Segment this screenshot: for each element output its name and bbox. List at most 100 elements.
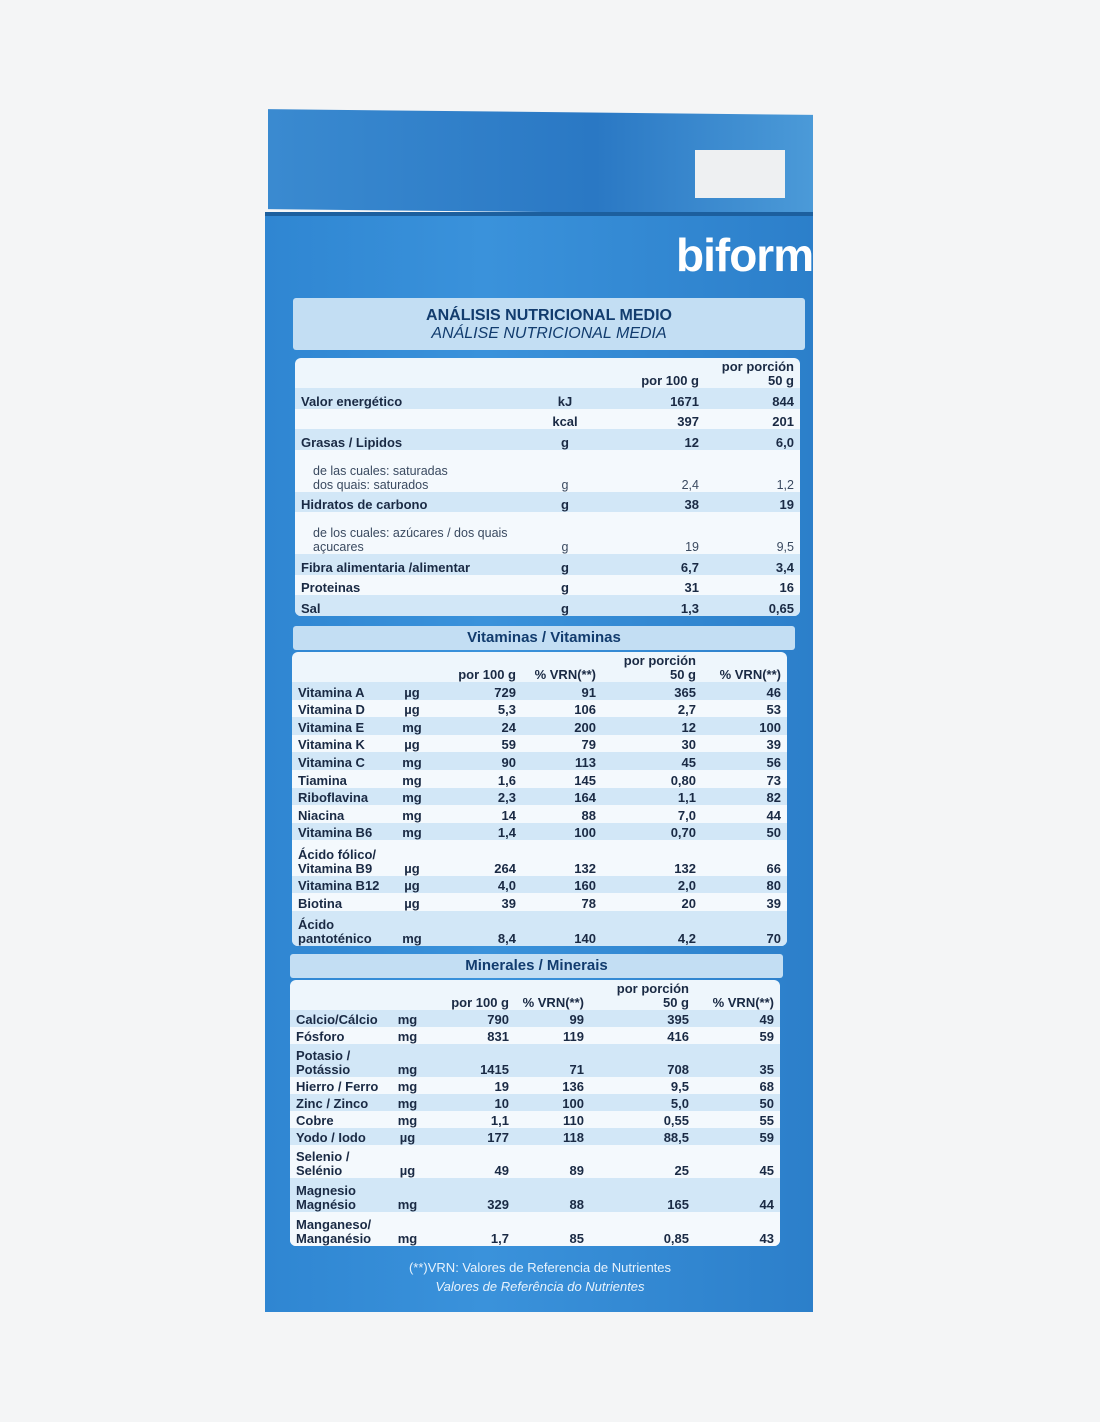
header-row: por 100 g % VRN(**) por porción 50 g % VRN(*… bbox=[290, 980, 780, 1010]
column-header-line: % VRN(**) bbox=[719, 667, 781, 682]
header-cell bbox=[290, 980, 390, 1010]
column-header: % VRN(**) bbox=[702, 652, 787, 682]
unit: mg bbox=[397, 1197, 418, 1213]
table-head: por 100 g % VRN(**) por porción 50 g % VRN(*… bbox=[292, 652, 787, 682]
row: Vitamina D µg 5,3 106 2,7 53 bbox=[292, 699, 787, 718]
table-body: Calcio/Cálcio mg 790 99 395 49 Fósforo mg 831 119… bbox=[290, 1010, 780, 1246]
row: Vitamina K µg 59 79 30 39 bbox=[292, 734, 787, 753]
row-name: Vitamina A bbox=[292, 682, 392, 700]
unit: kJ bbox=[557, 393, 573, 409]
row-name: Calcio/Cálcio bbox=[290, 1010, 390, 1027]
unit: µg bbox=[404, 684, 420, 700]
value: 2,7 bbox=[677, 702, 696, 718]
row: Vitamina B6 mg 1,4 100 0,70 50 bbox=[292, 822, 787, 841]
value: 145 bbox=[574, 772, 596, 788]
row-name-line: Vitamina A bbox=[298, 684, 365, 700]
row: Hierro / Ferro mg 19 136 9,5 68 bbox=[290, 1077, 780, 1095]
value: 9,5 bbox=[670, 1079, 689, 1095]
row: kcal 397 201 bbox=[295, 408, 800, 430]
row-name-line: Potasio / bbox=[296, 1048, 351, 1064]
value: 132 bbox=[574, 860, 596, 876]
value: 10 bbox=[494, 1096, 509, 1112]
value: 35 bbox=[759, 1062, 774, 1078]
row-name-line: pantoténico bbox=[298, 931, 372, 946]
unit: mg bbox=[402, 719, 422, 735]
value: 59 bbox=[759, 1129, 774, 1145]
row-name: de las cuales: saturadas dos quais: satur… bbox=[295, 450, 545, 492]
value: 264 bbox=[494, 860, 516, 876]
row-name-line: Biotina bbox=[298, 895, 343, 911]
value: 165 bbox=[667, 1197, 689, 1213]
value: 1,1 bbox=[490, 1112, 509, 1128]
value: 70 bbox=[766, 931, 781, 946]
unit: mg bbox=[402, 825, 422, 841]
column-header: por porción 50 g bbox=[705, 358, 800, 388]
value: 1,2 bbox=[776, 477, 794, 492]
row-name: Vitamina K bbox=[292, 735, 392, 753]
unit: g bbox=[561, 497, 569, 513]
value: 4,2 bbox=[677, 931, 696, 946]
value: 110 bbox=[563, 1112, 584, 1128]
row-name-line: dos quais: saturados bbox=[313, 477, 429, 492]
row-name-line: Hierro / Ferro bbox=[296, 1079, 379, 1095]
unit: mg bbox=[397, 1079, 418, 1095]
header-cell bbox=[390, 980, 425, 1010]
table-body: Valor energético kJ 1671 844 kcal 397 201 Grasa… bbox=[295, 388, 800, 616]
minerals-title: Minerales / Minerais bbox=[290, 954, 783, 978]
value: 160 bbox=[574, 878, 596, 894]
row: Proteinas g 31 16 bbox=[295, 574, 800, 596]
value: 39 bbox=[766, 737, 781, 753]
column-header: % VRN(**) bbox=[515, 980, 590, 1010]
row-name-line: Selénio bbox=[296, 1163, 343, 1179]
value: 100 bbox=[759, 719, 781, 735]
value: 59 bbox=[759, 1028, 774, 1044]
value: 1671 bbox=[670, 393, 699, 409]
row: Yodo / Iodo µg 177 118 88,5 59 bbox=[290, 1127, 780, 1145]
row-name: Biotina bbox=[292, 893, 392, 911]
value: 50 bbox=[759, 1096, 774, 1112]
row: Manganeso/Manganésio mg 1,7 85 0,85 43 bbox=[290, 1212, 780, 1246]
row-name: Niacina bbox=[292, 805, 392, 823]
row-name-line: Fósforo bbox=[296, 1028, 345, 1044]
value: 416 bbox=[667, 1028, 689, 1044]
row-name bbox=[295, 409, 545, 430]
row-name-line: Grasas / Lipidos bbox=[301, 435, 403, 451]
nutrition-header: ANÁLISIS NUTRICIONAL MEDIO ANÁLISE NUTRI… bbox=[293, 298, 805, 350]
column-header-line: por 100 g bbox=[641, 373, 699, 388]
row-name-line: Cobre bbox=[296, 1112, 334, 1128]
row-name-line: Magnésio bbox=[296, 1197, 356, 1213]
row-name-line: Niacina bbox=[298, 807, 345, 823]
row: Grasas / Lipidos g 12 6,0 bbox=[295, 429, 800, 451]
value: 73 bbox=[766, 772, 781, 788]
row-name-line: Vitamina K bbox=[298, 737, 365, 753]
unit: mg bbox=[402, 931, 422, 946]
column-header-line: % VRN(**) bbox=[712, 995, 774, 1010]
value: 140 bbox=[574, 931, 596, 946]
row: Vitamina B12 µg 4,0 160 2,0 80 bbox=[292, 875, 787, 894]
vitamins-table: por 100 g % VRN(**) por porción 50 g % VRN(*… bbox=[292, 652, 787, 946]
value: 1415 bbox=[480, 1062, 509, 1078]
value: 1,1 bbox=[677, 790, 696, 806]
value: 49 bbox=[759, 1011, 774, 1027]
value: 30 bbox=[681, 737, 696, 753]
footnote-line: Valores de Referência do Nutrientes bbox=[435, 1279, 645, 1294]
value: 80 bbox=[766, 878, 781, 894]
table-head: por 100 g por porción 50 g bbox=[295, 358, 800, 388]
row-name: Manganeso/Manganésio bbox=[290, 1212, 390, 1246]
row-name: Sal bbox=[295, 595, 545, 616]
column-header: % VRN(**) bbox=[695, 980, 780, 1010]
value: 2,0 bbox=[677, 878, 696, 894]
row-name-line: Tiamina bbox=[298, 772, 347, 788]
row-name: Selenio / Selénio bbox=[290, 1145, 390, 1179]
row-name: Vitamina D bbox=[292, 700, 392, 718]
column-header: por 100 g bbox=[425, 980, 515, 1010]
unit: g bbox=[561, 580, 569, 596]
unit: mg bbox=[402, 790, 422, 806]
value: 8,4 bbox=[497, 931, 516, 946]
row-name: Hierro / Ferro bbox=[290, 1077, 390, 1094]
row-name-line: Proteinas bbox=[301, 580, 361, 596]
row: Zinc / Zinco mg 10 100 5,0 50 bbox=[290, 1094, 780, 1112]
header-cell bbox=[295, 358, 545, 388]
footnote-line: (**)VRN: Valores de Referencia de Nutrie… bbox=[408, 1260, 672, 1275]
value: 24 bbox=[501, 719, 516, 735]
